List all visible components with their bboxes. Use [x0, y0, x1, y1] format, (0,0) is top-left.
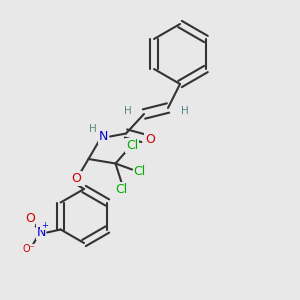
Text: O: O — [25, 212, 35, 226]
Text: O: O — [145, 133, 155, 146]
Text: H: H — [124, 106, 131, 116]
Text: +: + — [41, 220, 48, 230]
Text: O: O — [72, 172, 81, 185]
Text: Cl: Cl — [116, 182, 128, 196]
Text: Cl: Cl — [126, 139, 138, 152]
Text: Cl: Cl — [134, 164, 146, 178]
Text: N: N — [36, 226, 46, 239]
Text: N: N — [99, 130, 108, 143]
Text: H: H — [89, 124, 97, 134]
Text: H: H — [181, 106, 188, 116]
Text: O⁻: O⁻ — [23, 244, 35, 254]
